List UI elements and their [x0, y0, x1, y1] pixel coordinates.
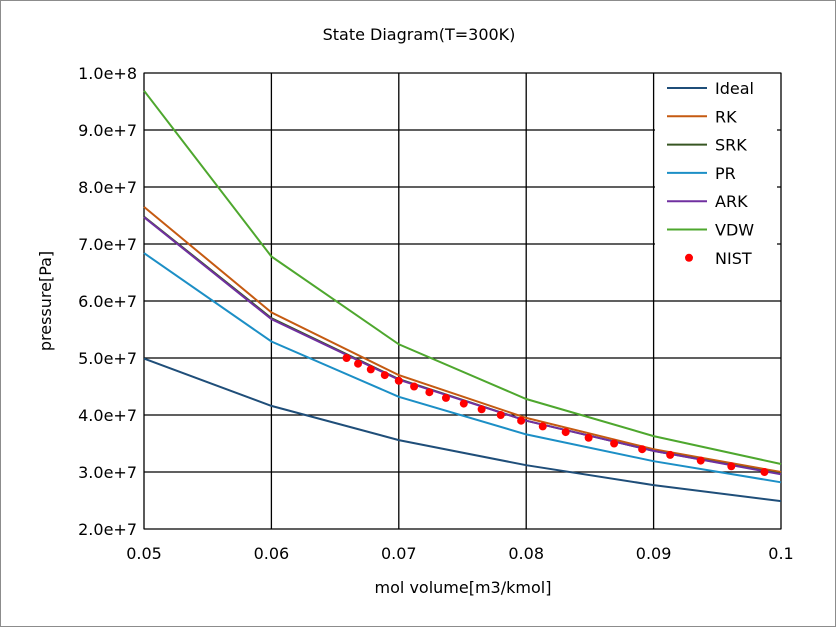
legend-swatch-nist — [685, 253, 693, 262]
x-tick-label: 0.06 — [254, 544, 290, 563]
legend-label-srk: SRK — [715, 136, 747, 155]
y-axis-label: pressure[Pa] — [36, 251, 55, 351]
nist-point — [394, 376, 403, 385]
series-line-vdw — [143, 90, 782, 465]
nist-point — [425, 388, 434, 397]
nist-point — [610, 439, 619, 448]
nist-point — [342, 354, 351, 362]
nist-point — [666, 450, 675, 459]
x-axis-label: mol volume[m3/kmol] — [375, 578, 552, 597]
nist-point — [459, 399, 468, 408]
nist-point — [441, 393, 450, 402]
x-tick-label: 0.08 — [508, 544, 544, 563]
x-tick-label: 0.07 — [381, 544, 417, 563]
y-tick-label: 2.0e+7 — [78, 520, 137, 539]
chart-title: State Diagram(T=300K) — [323, 25, 516, 44]
x-tick-label: 0.05 — [126, 544, 162, 563]
legend-label-rk: RK — [715, 107, 737, 126]
nist-point — [366, 365, 375, 374]
y-tick-label: 1.0e+8 — [78, 64, 137, 83]
y-tick-label: 8.0e+7 — [78, 178, 137, 197]
legend-label-nist: NIST — [715, 249, 752, 268]
nist-point — [477, 405, 486, 414]
y-tick-label: 9.0e+7 — [78, 121, 137, 140]
y-tick-label: 4.0e+7 — [78, 406, 137, 425]
y-tick-label: 6.0e+7 — [78, 292, 137, 311]
nist-point — [696, 456, 705, 465]
y-tick-label: 5.0e+7 — [78, 349, 137, 368]
nist-point — [354, 359, 363, 368]
nist-point — [638, 445, 647, 454]
legend-background — [655, 74, 777, 274]
nist-point — [517, 416, 526, 425]
legend-label-ideal: Ideal — [715, 79, 754, 98]
nist-point — [538, 422, 547, 431]
legend-label-vdw: VDW — [715, 221, 754, 240]
nist-point — [410, 382, 419, 391]
nist-point — [561, 428, 570, 437]
legend: Ideal RK SRK PR ARK VDW NIST — [655, 74, 777, 274]
nist-points — [342, 354, 769, 476]
y-tick-label: 7.0e+7 — [78, 235, 137, 254]
legend-label-pr: PR — [715, 164, 736, 183]
legend-label-ark: ARK — [715, 192, 748, 211]
x-tick-label: 0.1 — [768, 544, 793, 563]
series-line-pr — [143, 252, 782, 484]
series-line-rk — [143, 206, 782, 473]
nist-point — [496, 411, 505, 419]
nist-point — [584, 433, 593, 442]
nist-point — [760, 468, 769, 476]
y-tick-label: 3.0e+7 — [78, 463, 137, 482]
series-line-ideal — [143, 357, 782, 503]
nist-point — [727, 462, 736, 471]
x-tick-label: 0.09 — [636, 544, 672, 563]
nist-point — [380, 371, 389, 380]
x-axis-ticks: 0.05 0.06 0.07 0.08 0.09 0.1 — [126, 544, 794, 563]
y-axis-ticks: 2.0e+7 3.0e+7 4.0e+7 5.0e+7 6.0e+7 7.0e+7 8.0e… — [78, 64, 137, 539]
